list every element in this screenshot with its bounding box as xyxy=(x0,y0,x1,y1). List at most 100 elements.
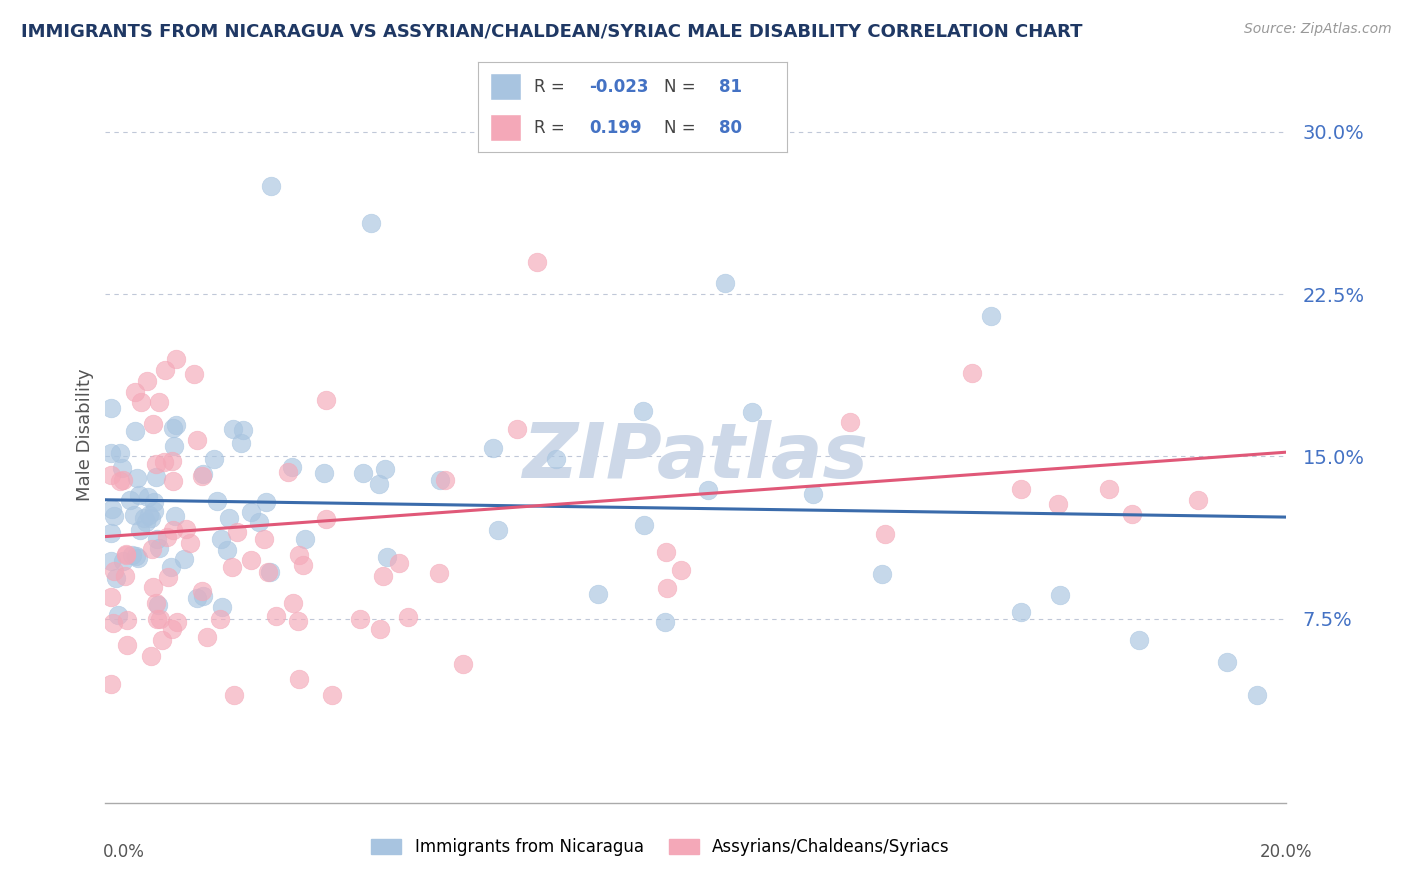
Point xyxy=(100,401,122,416)
Point xyxy=(149,612,172,626)
Point xyxy=(160,622,183,636)
Text: 80: 80 xyxy=(720,119,742,136)
Point xyxy=(141,541,163,556)
Point xyxy=(1098,482,1121,496)
Point xyxy=(190,469,212,483)
Point xyxy=(153,454,176,468)
Point xyxy=(165,352,187,367)
Y-axis label: Male Disability: Male Disability xyxy=(76,368,94,501)
Point xyxy=(128,488,150,502)
Point xyxy=(980,309,1002,323)
Point xyxy=(118,493,141,508)
Point xyxy=(166,615,188,629)
FancyBboxPatch shape xyxy=(491,114,522,141)
Point xyxy=(870,567,893,582)
Point xyxy=(153,363,176,377)
Point xyxy=(287,614,309,628)
Point xyxy=(352,466,374,480)
Point xyxy=(1010,482,1032,496)
Point xyxy=(111,474,134,488)
Point xyxy=(142,417,165,431)
Point xyxy=(139,648,162,663)
Point xyxy=(434,473,457,487)
Point xyxy=(367,477,389,491)
Text: Source: ZipAtlas.com: Source: ZipAtlas.com xyxy=(1244,22,1392,37)
Point xyxy=(488,523,510,537)
Point xyxy=(375,549,398,564)
Point xyxy=(145,597,167,611)
Point xyxy=(481,441,503,455)
Point xyxy=(211,600,233,615)
Point xyxy=(370,622,392,636)
Point xyxy=(221,560,243,574)
Point xyxy=(146,598,169,612)
Point xyxy=(1128,633,1150,648)
Point xyxy=(287,672,309,686)
Point xyxy=(129,395,152,409)
Point xyxy=(160,454,183,468)
Point xyxy=(277,465,299,479)
Point xyxy=(218,511,240,525)
Point xyxy=(103,508,125,523)
Point xyxy=(100,526,122,541)
Point xyxy=(260,178,283,193)
Point xyxy=(360,216,382,230)
Point xyxy=(1049,588,1071,602)
Point xyxy=(193,589,215,603)
Point xyxy=(264,609,287,624)
Point xyxy=(115,548,138,562)
Point xyxy=(396,609,419,624)
Point xyxy=(217,543,239,558)
Point xyxy=(100,502,122,516)
Point xyxy=(195,631,218,645)
Point xyxy=(100,554,122,568)
Point xyxy=(208,612,231,626)
Point xyxy=(655,544,678,558)
Point xyxy=(138,508,160,522)
Point xyxy=(253,532,276,546)
Point xyxy=(135,515,157,529)
Point xyxy=(321,688,343,702)
Point xyxy=(371,569,394,583)
Point xyxy=(256,565,278,579)
Point xyxy=(156,570,179,584)
Point xyxy=(1046,498,1069,512)
Text: R =: R = xyxy=(534,119,564,136)
Point xyxy=(104,571,127,585)
Point xyxy=(281,596,304,610)
Point xyxy=(163,439,186,453)
Point xyxy=(247,516,270,530)
Text: IMMIGRANTS FROM NICARAGUA VS ASSYRIAN/CHALDEAN/SYRIAC MALE DISABILITY CORRELATIO: IMMIGRANTS FROM NICARAGUA VS ASSYRIAN/CH… xyxy=(21,22,1083,40)
Point xyxy=(121,549,143,563)
Point xyxy=(115,614,138,628)
Point xyxy=(136,491,159,505)
Point xyxy=(259,565,281,579)
Point xyxy=(145,612,167,626)
Point xyxy=(100,446,122,460)
Point xyxy=(451,657,474,671)
Point xyxy=(129,523,152,537)
Point xyxy=(506,422,529,436)
Text: R =: R = xyxy=(534,78,564,95)
Point xyxy=(135,374,157,388)
Point xyxy=(145,458,167,472)
Point xyxy=(107,608,129,623)
Point xyxy=(100,590,122,604)
Point xyxy=(239,552,262,566)
Point xyxy=(124,384,146,399)
Point xyxy=(714,277,737,291)
Point xyxy=(179,535,201,549)
Point xyxy=(315,392,337,407)
Point xyxy=(108,446,131,460)
Point xyxy=(142,580,165,594)
Point xyxy=(145,470,167,484)
Point xyxy=(186,591,208,605)
Point xyxy=(209,532,232,546)
Point xyxy=(586,586,609,600)
Point xyxy=(654,615,676,629)
Point xyxy=(374,462,396,476)
Point xyxy=(146,532,169,546)
Point xyxy=(294,532,316,546)
Text: ZIPatlas: ZIPatlas xyxy=(523,420,869,494)
Point xyxy=(741,405,763,419)
